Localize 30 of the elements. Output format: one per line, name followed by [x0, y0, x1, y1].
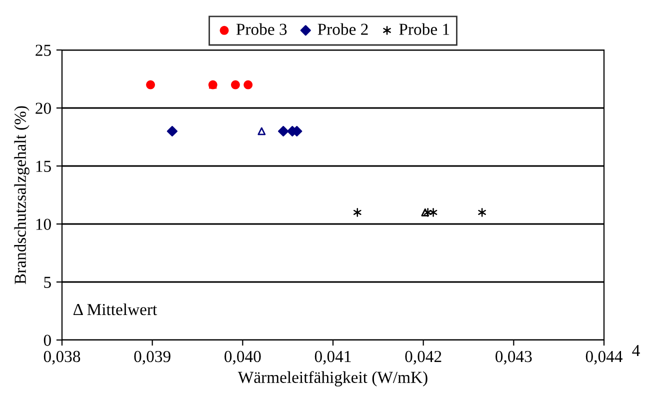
- legend-label: Probe 1: [399, 23, 450, 35]
- y-tick-label: 25: [36, 44, 51, 56]
- annotation: Δ Mittelwert: [73, 303, 158, 316]
- point: [478, 208, 486, 217]
- y-axis-title: Brandschutzsalzgehalt (%): [14, 106, 30, 284]
- x-tick-label: 0,043: [496, 350, 532, 365]
- y-tick-label: 5: [44, 276, 51, 288]
- point: [421, 208, 430, 216]
- point: [230, 80, 240, 90]
- x-tick-label: 0,044: [586, 350, 622, 365]
- point: [166, 126, 178, 136]
- legend-label: Probe 3: [236, 23, 287, 35]
- y-tick-label: 15: [36, 160, 51, 172]
- point: [278, 126, 289, 136]
- x-tick-label: 0,038: [44, 350, 80, 365]
- x-axis-title: Wärmeleitfähigkeit (W/mK): [238, 371, 428, 386]
- y-tick-label: 10: [36, 218, 51, 230]
- y-tick-label: 0: [44, 334, 51, 346]
- point: [146, 80, 156, 90]
- legend-label: Probe 2: [318, 23, 368, 35]
- text: 4: [632, 345, 640, 356]
- y-tick-label: 20: [36, 102, 51, 114]
- x-tick-label: 0,040: [224, 350, 261, 365]
- point: [353, 208, 362, 217]
- point: [258, 127, 266, 136]
- point: [244, 80, 253, 90]
- x-tick-label: 0,041: [314, 350, 351, 365]
- point: [429, 208, 438, 217]
- x-tick-label: 0,039: [134, 350, 170, 365]
- x-tick-label: 0,042: [405, 350, 442, 365]
